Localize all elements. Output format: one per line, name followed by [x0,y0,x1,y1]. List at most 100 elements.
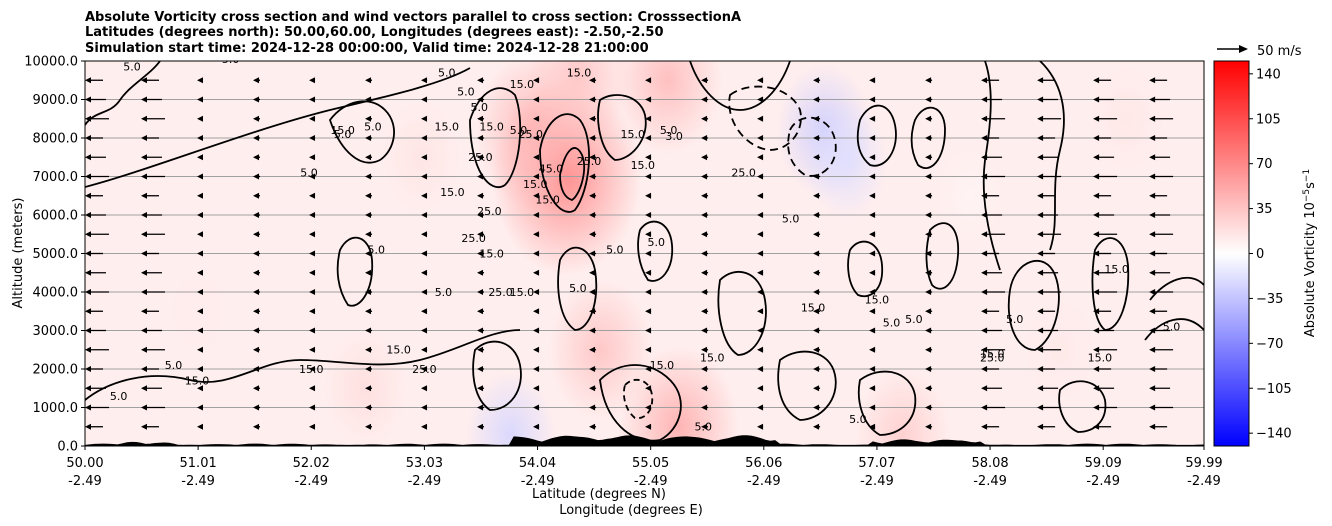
wind-vector-arrow-icon [1149,327,1171,334]
wind-vector-arrow-icon [477,231,485,238]
wind-vector-arrow-icon [141,192,160,199]
wind-vector-arrow-icon [1093,77,1112,84]
wind-vector-arrow-icon [365,269,373,276]
contour-label: 15.0 [535,193,560,206]
wind-vector-arrow-icon [197,423,204,430]
plot-area: 5.05.05.05.015.015.05.015.015.05.015.0 5.… [85,61,1204,446]
wind-vector-arrow-icon [869,289,876,295]
colorbar-ticks: 140 105 70 35 0 −35 −70 −105 −140 [1249,67,1292,442]
contour-label: 15.0 [510,286,535,299]
wind-vector-arrow-icon [981,96,1003,103]
wind-vector-arrow-icon [813,327,821,334]
wind-vector-arrow-icon [253,289,261,295]
contour-line [597,94,647,161]
wind-vector-arrow-icon [925,96,933,103]
wind-vector-arrow-icon [85,115,109,122]
wind-vector-arrow-icon [981,115,1006,122]
contour-label: 15.0 [330,124,355,137]
y-tick-label: 8000.0 [33,132,79,147]
wind-vector-arrow-icon [589,269,597,276]
wind-vector-arrow-icon [1037,135,1056,141]
wind-vector-arrow-icon [141,327,163,334]
wind-vector-arrow-icon [1149,173,1174,180]
quiver-key-arrowhead-icon [1239,45,1248,53]
wind-vector-arrow-icon [645,250,652,257]
wind-vector-arrow-icon [421,269,428,276]
wind-vector-arrow-icon [1149,423,1168,430]
vorticity-cell [548,278,653,422]
vorticity-cell [465,371,556,446]
wind-vector-arrow-icon [1149,115,1174,122]
wind-vector-arrow-icon [1037,366,1056,372]
wind-vector-arrow-icon [701,77,709,84]
colorbar-tick-label: 35 [1256,202,1273,217]
wind-vector-arrow-icon [1093,154,1115,161]
wind-vector-arrow-icon [253,250,261,257]
wind-vector-arrow-icon [253,115,261,122]
wind-vector-arrow-icon [1093,423,1112,430]
wind-vector-arrow-icon [1093,212,1115,218]
wind-vector-arrow-icon [253,366,261,372]
vorticity-cell [612,61,723,156]
wind-vector-arrow-icon [925,308,933,315]
wind-vector-arrow-icon [757,308,764,315]
wind-vector-arrow-icon [421,154,428,161]
wind-vector-arrow-icon [589,385,597,392]
y-tick-label: 6000.0 [33,209,79,224]
x-tick-label-latitude: 57.07 [858,456,895,471]
wind-vector-arrow-icon [925,212,933,218]
wind-vector-arrow-icon [645,231,652,238]
x-tick-label-latitude: 52.02 [293,456,330,471]
contour-line [857,370,917,436]
wind-vector-arrow-icon [1093,173,1118,180]
wind-vector-arrow-icon [645,385,652,392]
contour-label: 5.0 [606,244,624,257]
wind-vector-arrow-icon [477,404,485,411]
x-tick-label-longitude: -2.49 [521,474,555,489]
wind-vector-arrow-icon [813,96,821,103]
wind-vector-arrow-icon [981,327,1003,334]
contour-line [856,104,897,167]
y-tick-label: 9000.0 [33,93,79,108]
wind-vector-arrow-icon [1149,77,1168,84]
wind-vector-arrow-icon [141,289,166,295]
x-tick-label-latitude: 53.03 [406,456,443,471]
contour-label: 15.0 [865,294,890,307]
contour-line [469,87,522,188]
wind-vector-arrow-icon [589,173,597,180]
wind-vector-arrow-icon [645,346,652,353]
x-tick-label-latitude: 59.99 [1185,456,1222,471]
wind-vector-arrow-icon [533,115,540,122]
wind-vector-arrow-icon [925,385,933,392]
wind-vector-arrow-icon [477,423,485,430]
quiver-key: 50 m/s [1217,44,1302,59]
wind-vector-arrow-icon [197,173,204,180]
contour-line [1039,61,1065,251]
wind-vector-arrow-icon [477,385,485,392]
wind-vector-arrow-icon [421,366,428,372]
wind-vector-arrow-icon [533,231,540,238]
wind-vector-arrow-icon [589,327,597,334]
wind-vector-arrow-icon [1037,154,1059,161]
contour-line [777,350,837,421]
terrain [85,435,1204,446]
wind-vector-arrow-icon [253,212,261,218]
wind-vector-arrow-icon [253,231,261,238]
wind-vector-arrow-icon [589,366,597,372]
wind-vector-arrow-icon [85,77,103,84]
wind-vector-arrow-icon [141,173,166,180]
wind-vector-arrow-icon [645,77,652,84]
contour-line [910,106,946,169]
y-axis-label: Altitude (meters) [11,198,26,309]
wind-vector-arrow-icon [477,192,485,199]
wind-vector-arrow-icon [1037,308,1056,315]
wind-vector-arrow-icon [85,231,109,238]
wind-vector-arrow-icon [1093,250,1112,257]
wind-vector-arrow-icon [813,231,821,238]
wind-vector-arrow-icon [85,404,109,411]
wind-vector-arrow-icon [1149,135,1168,141]
wind-vector-arrow-icon [813,404,821,411]
wind-vector-arrow-icon [1037,269,1059,276]
contour-line [689,61,791,111]
wind-vector-arrow-icon [309,385,316,392]
